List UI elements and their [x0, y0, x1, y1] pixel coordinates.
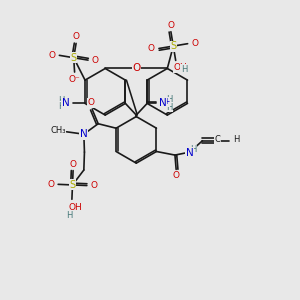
Text: O: O: [48, 51, 56, 60]
Text: O: O: [192, 39, 199, 48]
Text: N: N: [80, 129, 88, 139]
Text: H: H: [58, 102, 64, 111]
Text: CH₃: CH₃: [50, 126, 66, 135]
Text: OH: OH: [69, 202, 83, 211]
Text: C: C: [215, 135, 220, 144]
Text: H: H: [167, 103, 173, 112]
Text: S: S: [69, 180, 76, 190]
Text: S: S: [70, 53, 77, 63]
Text: O: O: [148, 44, 155, 53]
Text: S: S: [170, 41, 176, 51]
Text: +: +: [164, 98, 170, 106]
Text: O: O: [132, 64, 140, 74]
Text: O: O: [167, 21, 174, 30]
Text: N: N: [62, 98, 70, 108]
Text: O: O: [73, 32, 80, 41]
Text: O: O: [88, 98, 94, 107]
Text: H: H: [66, 211, 72, 220]
Text: O: O: [91, 181, 98, 190]
Text: H: H: [190, 145, 197, 154]
Text: H: H: [181, 65, 187, 74]
Text: N: N: [186, 148, 194, 158]
Text: H: H: [58, 96, 64, 105]
Text: O: O: [172, 172, 180, 181]
Text: O: O: [70, 160, 76, 169]
Text: O: O: [47, 180, 54, 189]
Text: O⁻: O⁻: [69, 75, 80, 84]
Text: OH: OH: [174, 63, 187, 72]
Text: H: H: [233, 135, 239, 144]
Text: O: O: [92, 56, 99, 64]
Text: H: H: [167, 95, 173, 104]
Text: N: N: [159, 98, 167, 108]
